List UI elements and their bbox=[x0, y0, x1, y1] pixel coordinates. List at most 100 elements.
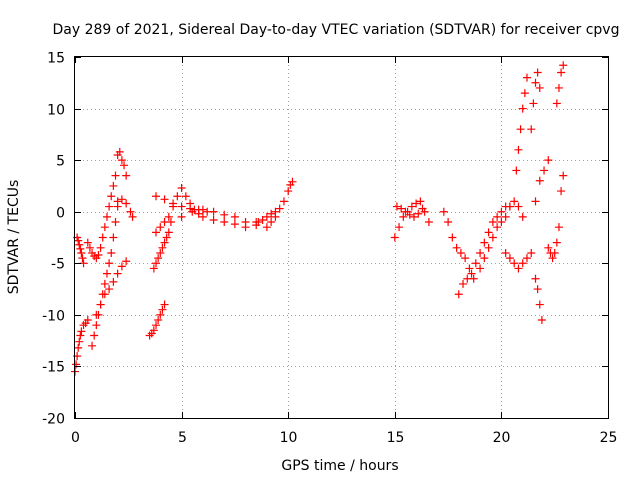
y-axis-label: SDTVAR / TECUs bbox=[6, 180, 22, 295]
data-point bbox=[92, 321, 101, 330]
series-low-21.8h bbox=[531, 274, 546, 325]
data-point bbox=[203, 207, 212, 216]
data-point bbox=[117, 156, 126, 165]
data-point bbox=[94, 251, 103, 260]
data-point bbox=[554, 83, 563, 92]
data-point bbox=[111, 171, 120, 180]
x-axis-label: GPS time / hours bbox=[281, 458, 398, 474]
data-point bbox=[399, 212, 408, 221]
data-point bbox=[74, 236, 83, 245]
data-point bbox=[505, 202, 514, 211]
data-point bbox=[531, 197, 540, 206]
data-point bbox=[522, 73, 531, 82]
data-point bbox=[424, 218, 433, 227]
series-mid-band-b bbox=[166, 205, 271, 232]
chart-title: Day 289 of 2021, Sidereal Day-to-day VTE… bbox=[53, 22, 620, 38]
data-point bbox=[533, 68, 542, 77]
data-point bbox=[74, 343, 83, 352]
data-point bbox=[158, 305, 167, 314]
data-point bbox=[92, 310, 101, 319]
data-point bbox=[164, 228, 173, 237]
data-point bbox=[271, 212, 280, 221]
data-point bbox=[160, 195, 169, 204]
data-point bbox=[288, 177, 297, 186]
data-point bbox=[454, 290, 463, 299]
data-point bbox=[554, 223, 563, 232]
data-point bbox=[254, 218, 263, 227]
data-point bbox=[412, 199, 421, 208]
data-point bbox=[552, 99, 561, 108]
data-point bbox=[409, 212, 418, 221]
series-early-low-b bbox=[73, 233, 88, 268]
data-point bbox=[284, 187, 293, 196]
data-point bbox=[527, 125, 536, 134]
data-point bbox=[497, 207, 506, 216]
data-point bbox=[152, 321, 161, 330]
data-point bbox=[544, 243, 553, 252]
data-point bbox=[166, 218, 175, 227]
data-point bbox=[516, 125, 525, 134]
data-point bbox=[149, 326, 158, 335]
data-point bbox=[109, 233, 118, 242]
data-point bbox=[96, 243, 105, 252]
data-point bbox=[126, 207, 135, 216]
data-point bbox=[169, 199, 178, 208]
data-point bbox=[527, 248, 536, 257]
series-early-flat bbox=[113, 195, 137, 221]
data-point bbox=[522, 254, 531, 263]
series-late-22.5h bbox=[544, 171, 568, 263]
y-tick-label: 10 bbox=[47, 103, 65, 119]
data-point bbox=[220, 218, 229, 227]
data-point bbox=[480, 254, 489, 263]
series-early-rise bbox=[88, 202, 122, 350]
x-tick-label: 0 bbox=[71, 430, 80, 446]
labels-layer: 0 5 10 15 20 25 -20 -15 -10 -5 0 5 10 15 bbox=[42, 51, 617, 447]
data-point bbox=[220, 210, 229, 219]
data-point bbox=[459, 279, 468, 288]
data-point bbox=[120, 161, 129, 170]
data-point bbox=[105, 285, 114, 294]
data-point bbox=[395, 223, 404, 232]
data-point bbox=[484, 228, 493, 237]
data-point bbox=[164, 212, 173, 221]
data-point bbox=[152, 192, 161, 201]
data-point bbox=[90, 331, 99, 340]
data-point bbox=[514, 202, 523, 211]
data-point bbox=[152, 259, 161, 268]
data-point bbox=[514, 145, 523, 154]
series-mid-band-c bbox=[152, 192, 212, 216]
data-point bbox=[279, 197, 288, 206]
series-early-low-a bbox=[71, 316, 92, 376]
data-point bbox=[77, 327, 86, 336]
series-late-18h bbox=[454, 202, 514, 299]
data-point bbox=[102, 269, 111, 278]
data-point bbox=[520, 89, 529, 98]
data-point bbox=[149, 264, 158, 273]
data-point bbox=[463, 274, 472, 283]
data-point bbox=[102, 212, 111, 221]
data-point bbox=[537, 316, 546, 325]
series-early-mid bbox=[83, 147, 131, 263]
data-point bbox=[418, 204, 427, 213]
series-spike-21h bbox=[512, 73, 531, 175]
data-point bbox=[401, 207, 410, 216]
data-point bbox=[488, 218, 497, 227]
data-point bbox=[540, 166, 549, 175]
data-point bbox=[107, 248, 116, 257]
data-point bbox=[77, 248, 86, 257]
data-point bbox=[510, 197, 519, 206]
data-point bbox=[414, 209, 423, 218]
data-point bbox=[550, 248, 559, 257]
data-point bbox=[194, 205, 203, 214]
y-tick-label: -15 bbox=[42, 360, 65, 376]
data-point bbox=[533, 285, 542, 294]
data-point bbox=[160, 300, 169, 309]
data-point bbox=[85, 243, 94, 252]
series-late-17h bbox=[439, 207, 478, 283]
data-point bbox=[514, 264, 523, 273]
data-point bbox=[501, 248, 510, 257]
x-tick-label: 5 bbox=[178, 430, 187, 446]
y-tick-label: -5 bbox=[51, 257, 65, 273]
series-spike-21.5h bbox=[527, 68, 544, 134]
data-point bbox=[476, 264, 485, 273]
